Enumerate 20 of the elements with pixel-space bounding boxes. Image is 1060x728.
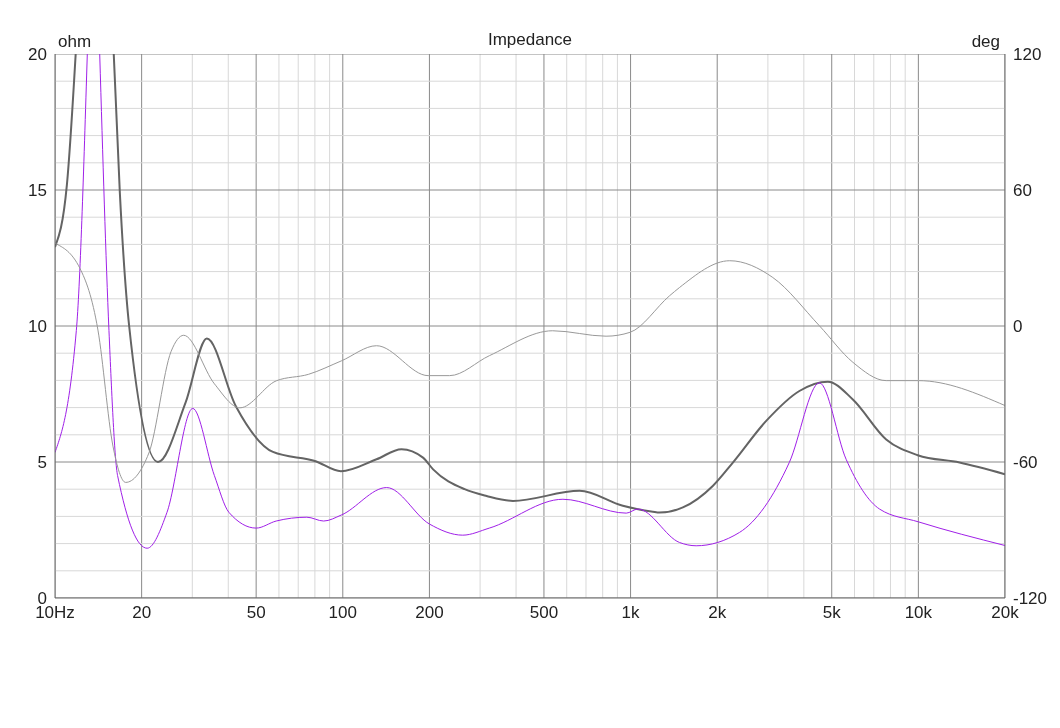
y-tick-label: 10 — [28, 317, 47, 337]
x-tick-label: 50 — [246, 603, 266, 623]
y-tick-label: 15 — [28, 181, 47, 201]
x-tick-label: 5k — [822, 603, 842, 623]
y2-axis-title: deg — [971, 32, 1000, 52]
y-tick-label: 20 — [28, 45, 47, 65]
y-tick-label: 5 — [37, 453, 47, 473]
x-tick-label: 100 — [328, 603, 357, 623]
x-tick-label: 10k — [904, 603, 933, 623]
y-axis-title: ohm — [58, 32, 92, 52]
y2-tick-label: 60 — [1013, 181, 1032, 201]
y2-tick-label: 120 — [1013, 45, 1042, 65]
x-tick-label: 200 — [415, 603, 444, 623]
x-tick-label: 2k — [708, 603, 727, 623]
y2-tick-label: 0 — [1013, 317, 1023, 337]
chart-title: Impedance — [487, 30, 573, 49]
x-tick-label: 500 — [529, 603, 559, 623]
x-tick-label: 1k — [621, 603, 641, 623]
y2-tick-label: -60 — [1013, 453, 1038, 473]
x-tick-label: 20 — [132, 603, 152, 623]
